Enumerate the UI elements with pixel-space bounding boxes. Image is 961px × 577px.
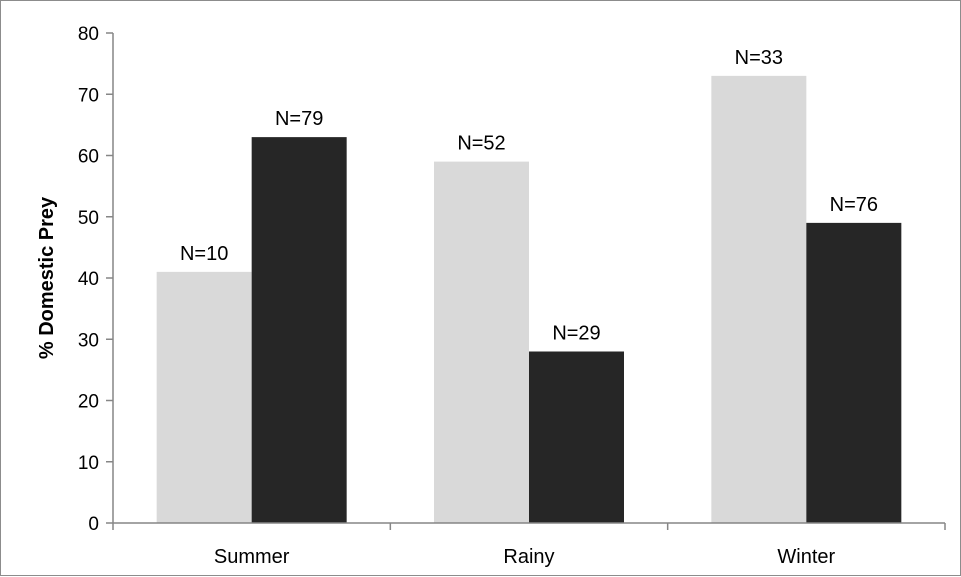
data-label-summer-series-1: N=10 (180, 243, 228, 265)
data-label-rainy-series-2: N=29 (552, 323, 600, 345)
y-tick-label: 10 (78, 453, 99, 474)
bar-winter-series-1 (711, 75, 807, 523)
y-axis-title: % Domestic Prey (36, 196, 58, 359)
x-category-label-summer: Summer (214, 546, 290, 568)
labels-layer: N=10 N=52 N=33 N=79 N=29 N=76 0 10 20 30 40 50 60 70 8… (78, 24, 878, 568)
bar-summer-series-1 (156, 271, 252, 523)
data-label-winter-series-1: N=33 (735, 47, 783, 69)
data-label-winter-series-2: N=76 (830, 194, 878, 216)
y-tick-label: 20 (78, 392, 99, 413)
y-tick-label: 60 (78, 147, 99, 168)
data-label-rainy-series-1: N=52 (457, 133, 505, 155)
bar-rainy-series-1 (434, 161, 529, 523)
bar-winter-series-2 (806, 222, 902, 523)
y-tick-label: 30 (78, 330, 99, 351)
y-tick-label: 0 (88, 514, 99, 535)
data-label-summer-series-2: N=79 (275, 108, 323, 130)
y-tick-label: 70 (78, 85, 99, 106)
bar-summer-series-2 (251, 137, 347, 523)
bars-layer (156, 75, 902, 523)
y-tick-label: 80 (78, 24, 99, 45)
y-tick-label: 40 (78, 269, 99, 290)
y-tick-label: 50 (78, 208, 99, 229)
x-category-label-rainy: Rainy (503, 546, 554, 568)
x-category-label-winter: Winter (777, 546, 835, 568)
axes-layer (106, 32, 946, 530)
bar-rainy-series-2 (529, 351, 624, 523)
